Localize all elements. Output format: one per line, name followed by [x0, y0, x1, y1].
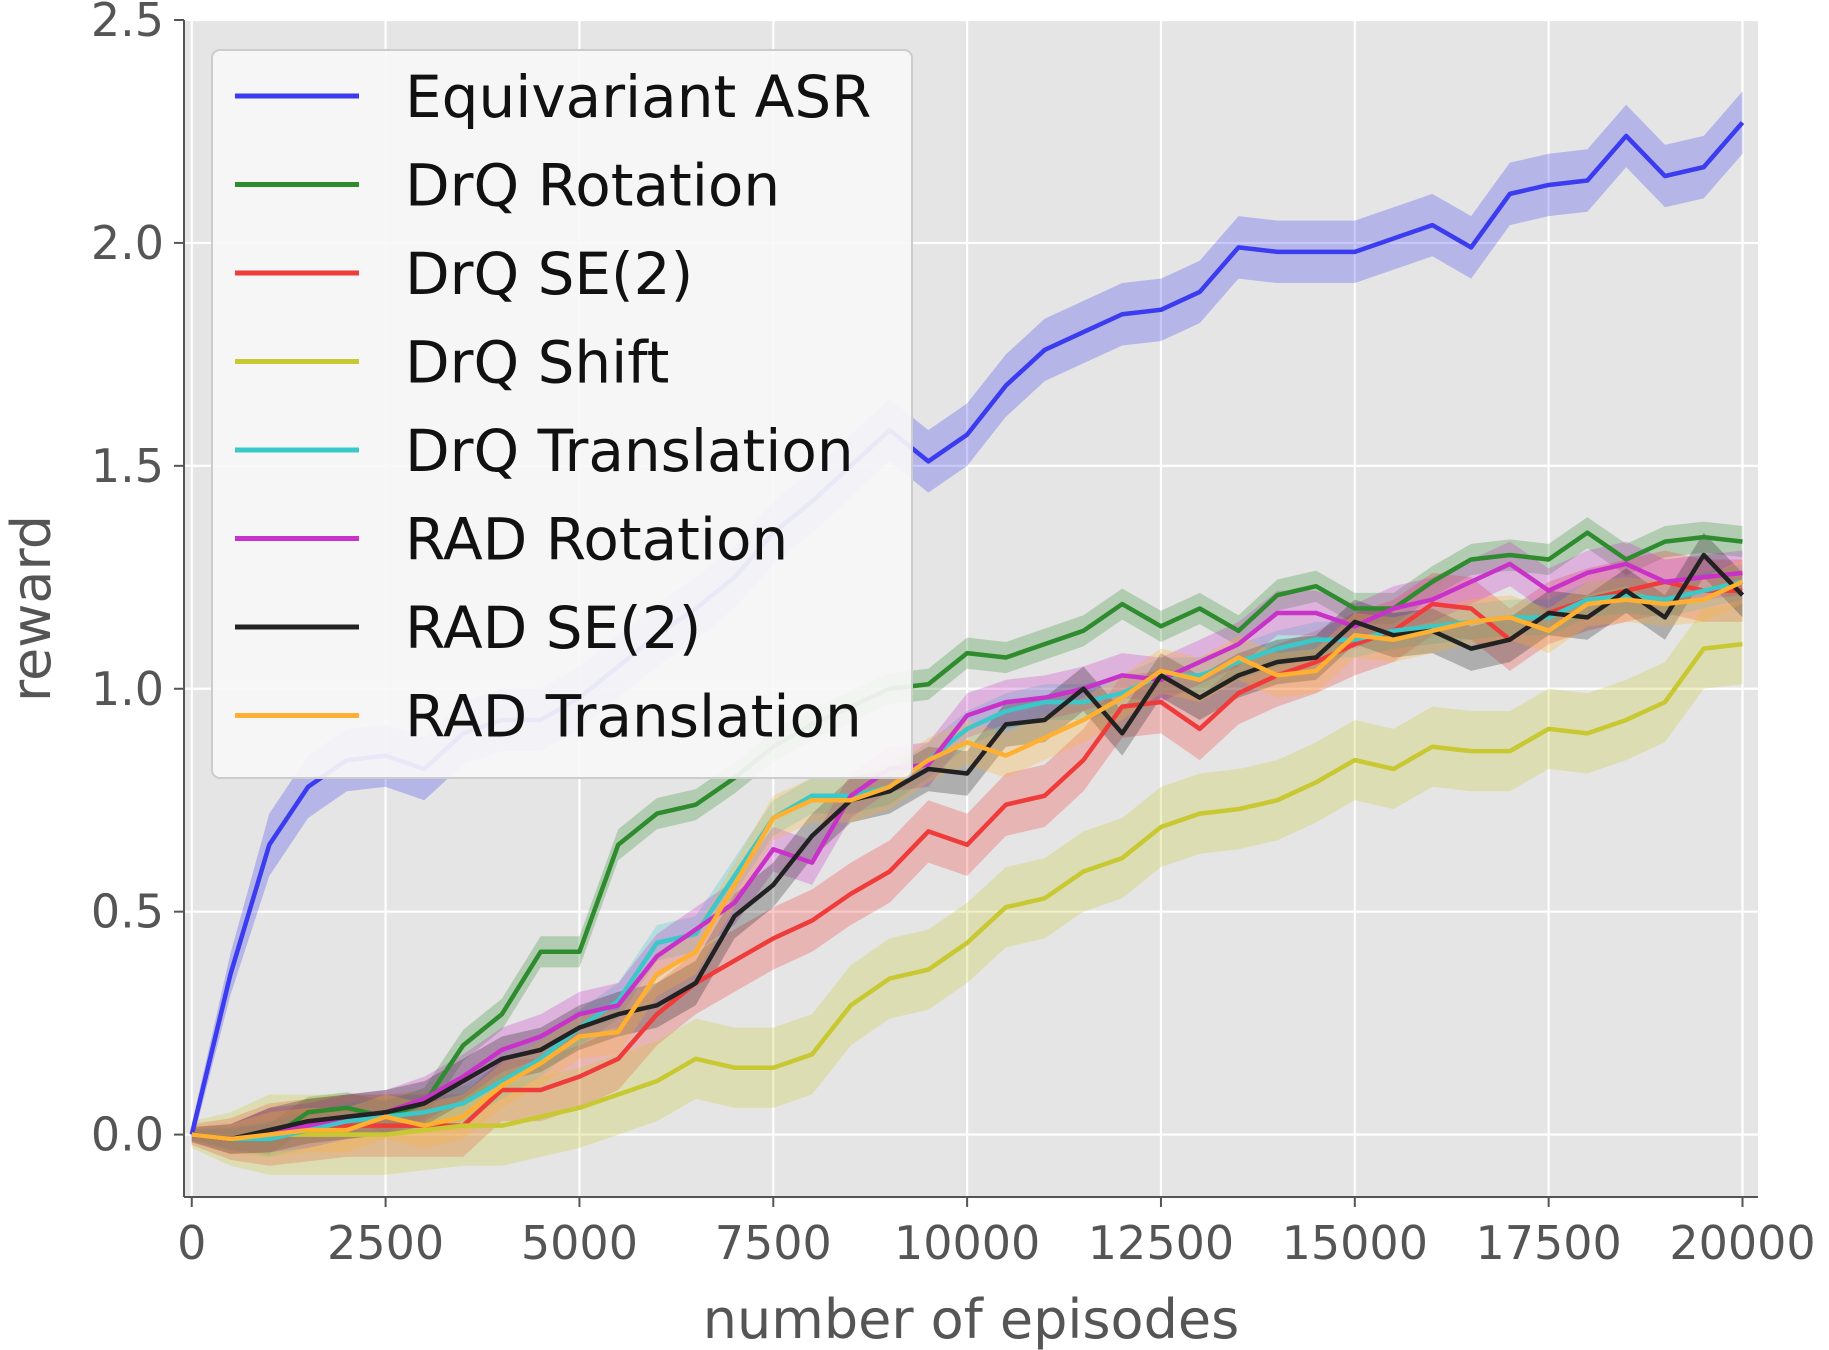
band-5	[191, 541, 1743, 1154]
axes: 0 2500 5000 7500 10000 12500 15000 17500 20000 0.…	[91, 0, 1816, 1270]
legend-label-4: DrQ Translation	[405, 417, 854, 485]
legend-label-2: DrQ SE(2)	[405, 240, 693, 308]
x-tick-label: 17500	[1475, 1216, 1621, 1270]
legend-label-7: RAD Translation	[405, 683, 862, 751]
y-tick-label: 2.0	[91, 216, 164, 270]
series-line-3	[191, 641, 1743, 1142]
y-tick-label: 0.0	[91, 1108, 164, 1162]
band-3	[191, 604, 1743, 1175]
legend-label-5: RAD Rotation	[405, 506, 788, 574]
legend-label-0: Equivariant ASR	[405, 63, 871, 131]
band-2	[191, 550, 1743, 1166]
legend: Equivariant ASR DrQ Rotation DrQ SE(2) DrQ …	[211, 49, 913, 779]
series-line-1	[191, 530, 1743, 1142]
x-axis-label: number of episodes	[703, 1288, 1239, 1350]
x-tick-label: 20000	[1669, 1216, 1815, 1270]
legend-label-3: DrQ Shift	[405, 329, 669, 397]
y-tick-label: 1.0	[91, 662, 164, 716]
band-1	[191, 517, 1743, 1155]
x-tick-label: 5000	[521, 1216, 638, 1270]
x-tick-label: 0	[177, 1216, 206, 1270]
x-tick-label: 7500	[715, 1216, 832, 1270]
x-tick-label: 12500	[1088, 1216, 1234, 1270]
legend-label-1: DrQ Rotation	[405, 152, 780, 220]
legend-box	[211, 49, 913, 779]
series-line-7	[191, 579, 1744, 1142]
x-tick-label: 15000	[1282, 1216, 1428, 1270]
series-line-6	[191, 552, 1745, 1142]
y-tick-label: 1.5	[91, 439, 164, 493]
series-line-5	[191, 561, 1743, 1142]
band-0	[191, 91, 1743, 1145]
x-tick-label: 10000	[894, 1216, 1040, 1270]
y-tick-label: 0.5	[91, 885, 164, 939]
x-tick-label: 2500	[327, 1216, 444, 1270]
legend-label-6: RAD SE(2)	[405, 594, 701, 662]
y-axis-label: reward	[0, 515, 63, 702]
y-tick-label: 2.5	[91, 0, 164, 47]
